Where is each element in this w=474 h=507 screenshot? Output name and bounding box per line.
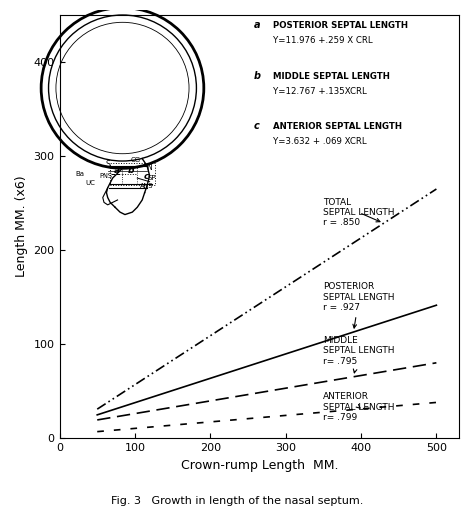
Text: ANS: ANS (140, 183, 153, 189)
Text: b: b (254, 70, 261, 81)
Text: c: c (254, 121, 259, 131)
Text: TOTAL
SEPTAL LENGTH
r = .850: TOTAL SEPTAL LENGTH r = .850 (323, 198, 395, 228)
Text: a: a (114, 166, 120, 175)
Text: MIDDLE SEPTAL LENGTH: MIDDLE SEPTAL LENGTH (273, 71, 390, 81)
Text: Ba: Ba (76, 171, 85, 176)
Text: ANTERIOR
SEPTAL LENGTH
r= .799: ANTERIOR SEPTAL LENGTH r= .799 (323, 392, 395, 422)
Text: S: S (105, 160, 110, 169)
Text: PNS: PNS (99, 173, 112, 179)
Text: UC: UC (85, 180, 95, 187)
Y-axis label: Length MM. (x6): Length MM. (x6) (15, 176, 28, 277)
Text: b: b (128, 166, 134, 175)
Text: Y=12.767 +.135XCRL: Y=12.767 +.135XCRL (273, 87, 366, 96)
Text: CG: CG (131, 157, 141, 163)
Text: Y=11.976 +.259 X CRL: Y=11.976 +.259 X CRL (273, 36, 372, 45)
Bar (110, 163, 155, 186)
Text: c: c (144, 172, 149, 182)
Text: a: a (254, 20, 260, 30)
Text: POSTERIOR SEPTAL LENGTH: POSTERIOR SEPTAL LENGTH (273, 21, 408, 30)
X-axis label: Crown-rump Length  MM.: Crown-rump Length MM. (181, 459, 338, 472)
Text: N: N (146, 163, 152, 171)
Text: POSTERIOR
SEPTAL LENGTH
r = .927: POSTERIOR SEPTAL LENGTH r = .927 (323, 282, 395, 328)
Text: Y=3.632 + .069 XCRL: Y=3.632 + .069 XCRL (273, 137, 366, 147)
Text: Fig. 3   Growth in length of the nasal septum.: Fig. 3 Growth in length of the nasal sep… (111, 496, 363, 506)
Text: MIDDLE
SEPTAL LENGTH
r= .795: MIDDLE SEPTAL LENGTH r= .795 (323, 336, 395, 373)
Text: ANTERIOR SEPTAL LENGTH: ANTERIOR SEPTAL LENGTH (273, 122, 401, 131)
Text: SP: SP (147, 175, 155, 182)
